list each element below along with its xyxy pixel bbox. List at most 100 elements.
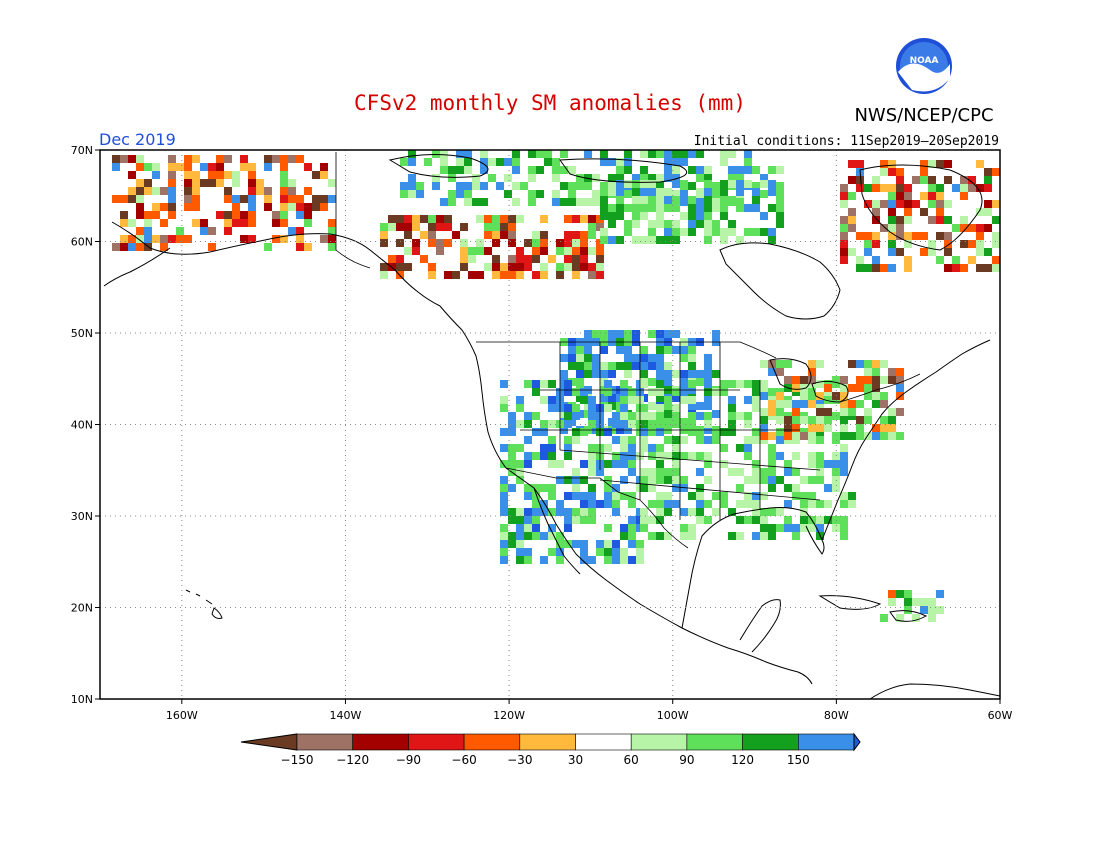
anomaly-cell — [952, 184, 960, 192]
anomaly-cell — [572, 508, 580, 516]
anomaly-cell — [688, 412, 696, 420]
anomaly-cell — [556, 500, 564, 508]
anomaly-cell — [428, 263, 436, 271]
anomaly-cell — [896, 192, 904, 200]
anomaly-cell — [508, 484, 516, 492]
anomaly-cell — [628, 460, 636, 468]
anomaly-cell — [696, 150, 704, 158]
anomaly-cell — [920, 168, 928, 176]
anomaly-cell — [588, 404, 596, 412]
anomaly-cell — [592, 330, 600, 338]
anomaly-cell — [648, 452, 656, 460]
colorbar-swatch — [797, 733, 855, 751]
anomaly-cell — [728, 150, 736, 158]
anomaly-cell — [144, 219, 152, 227]
anomaly-cell — [588, 492, 596, 500]
anomaly-cell — [516, 532, 524, 540]
anomaly-cell — [792, 532, 800, 540]
anomaly-cell — [616, 188, 624, 196]
anomaly-cell — [440, 198, 448, 206]
anomaly-cell — [600, 212, 608, 220]
anomaly-cell — [532, 239, 540, 247]
anomaly-cell — [456, 166, 464, 174]
anomaly-cell — [240, 163, 248, 171]
anomaly-cell — [720, 228, 728, 236]
anomaly-cell — [640, 444, 648, 452]
anomaly-cell — [516, 247, 524, 255]
anomaly-cell — [576, 174, 584, 182]
anomaly-cell — [848, 224, 856, 232]
anomaly-cell — [816, 524, 824, 532]
anomaly-cell — [704, 396, 712, 404]
anomaly-cell — [620, 460, 628, 468]
anomaly-cell — [696, 484, 704, 492]
anomaly-cell — [240, 195, 248, 203]
anomaly-cell — [816, 468, 824, 476]
anomaly-cell — [556, 540, 564, 548]
anomaly-cell — [736, 198, 744, 206]
arctic-islands — [388, 153, 983, 251]
anomaly-cell — [636, 556, 644, 564]
anomaly-cell — [280, 163, 288, 171]
anomaly-cell — [144, 179, 152, 187]
anomaly-cell — [688, 396, 696, 404]
anomaly-cell — [912, 200, 920, 208]
anomaly-cell — [752, 228, 760, 236]
anomaly-cell — [160, 235, 168, 243]
anomaly-cell — [624, 166, 632, 174]
anomaly-cell — [640, 346, 648, 354]
anomaly-cell — [532, 508, 540, 516]
anomaly-cell — [696, 508, 704, 516]
colorbar-right-arrow — [853, 732, 861, 752]
colorbar-swatch — [742, 733, 799, 751]
anomaly-cell — [920, 176, 928, 184]
anomaly-cell — [792, 400, 800, 408]
anomaly-cell — [816, 424, 824, 432]
anomaly-cell — [680, 228, 688, 236]
colorbar-label: −30 — [507, 753, 532, 767]
anomaly-cell — [328, 243, 336, 251]
anomaly-cell — [720, 500, 728, 508]
anomaly-cell — [144, 163, 152, 171]
anomaly-cell — [808, 424, 816, 432]
anomaly-cell — [712, 204, 720, 212]
anomaly-cell — [720, 492, 728, 500]
anomaly-cell — [888, 598, 896, 606]
anomaly-cell — [552, 158, 560, 166]
anomaly-cell — [208, 227, 216, 235]
anomaly-cell — [168, 235, 176, 243]
anomaly-cell — [628, 452, 636, 460]
anomaly-cell — [524, 255, 532, 263]
anomaly-cell — [208, 179, 216, 187]
anomaly-cell — [500, 556, 508, 564]
anomaly-cell — [656, 388, 664, 396]
anomaly-cell — [508, 420, 516, 428]
anomaly-cell — [396, 239, 404, 247]
anomaly-cell — [712, 492, 720, 500]
anomaly-cell — [672, 468, 680, 476]
anomaly-cell — [784, 376, 792, 384]
anomaly-cell — [736, 236, 744, 244]
anomaly-cell — [648, 236, 656, 244]
anomaly-cell — [484, 263, 492, 271]
anomaly-cell — [524, 516, 532, 524]
anomaly-cell — [224, 171, 232, 179]
anomaly-cell — [928, 160, 936, 168]
anomaly-cell — [928, 598, 936, 606]
anomaly-cell — [856, 400, 864, 408]
anomaly-cell — [580, 508, 588, 516]
anomaly-cell — [532, 231, 540, 239]
anomaly-cell — [728, 396, 736, 404]
anomaly-cell — [640, 180, 648, 188]
anomaly-cell — [548, 380, 556, 388]
anomaly-cell — [736, 500, 744, 508]
anomaly-cell — [960, 264, 968, 272]
anomaly-cell — [912, 232, 920, 240]
anomaly-cell — [460, 239, 468, 247]
anomaly-cell — [744, 380, 752, 388]
anomaly-cell — [704, 174, 712, 182]
anomaly-cell — [896, 384, 904, 392]
colorbar-label: 150 — [787, 753, 810, 767]
anomaly-cell — [904, 216, 912, 224]
anomaly-cell — [640, 196, 648, 204]
